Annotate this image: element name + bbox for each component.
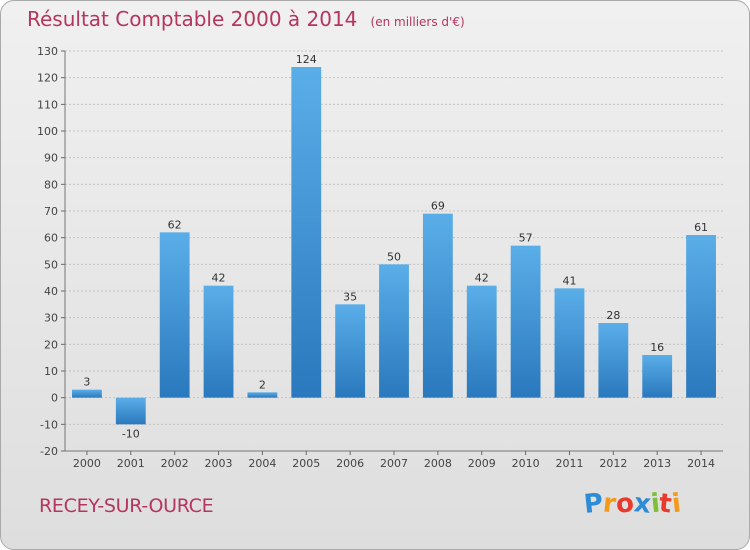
- x-tick-label: 2011: [555, 457, 583, 470]
- bar-2004: [247, 392, 278, 398]
- bar-2005: [291, 67, 322, 398]
- value-label: 57: [519, 232, 533, 245]
- x-tick-label: 2000: [73, 457, 101, 470]
- x-tick-label: 2014: [687, 457, 715, 470]
- y-tick-label: 120: [37, 72, 58, 85]
- y-tick-label: 130: [37, 45, 58, 58]
- bar-2007: [379, 264, 409, 398]
- value-label: 61: [694, 221, 708, 234]
- bar-2010: [510, 245, 541, 398]
- bar-2013: [642, 355, 673, 398]
- x-tick-label: 2013: [643, 457, 671, 470]
- value-label: 35: [343, 290, 357, 303]
- value-label: 16: [650, 341, 664, 354]
- value-label: 69: [431, 200, 445, 213]
- y-tick-label: 50: [44, 258, 58, 271]
- bar-2002: [159, 232, 190, 398]
- x-tick-label: 2003: [205, 457, 233, 470]
- bar-2001: [115, 397, 146, 425]
- value-label: 42: [212, 272, 226, 285]
- chart-title: Résultat Comptable 2000 à 2014: [27, 7, 358, 31]
- x-tick-label: 2008: [424, 457, 452, 470]
- x-tick-label: 2006: [336, 457, 364, 470]
- value-label: 50: [387, 250, 401, 263]
- x-tick-label: 2007: [380, 457, 408, 470]
- y-tick-label: 110: [37, 98, 58, 111]
- city-name: RECEY-SUR-OURCE: [39, 495, 214, 517]
- y-tick-label: 100: [37, 125, 58, 138]
- bar-2012: [598, 323, 629, 398]
- y-tick-label: -20: [40, 445, 58, 458]
- bar-2006: [335, 304, 366, 398]
- bar-2008: [422, 213, 453, 398]
- value-label: 28: [606, 309, 620, 322]
- value-label: 2: [259, 378, 266, 391]
- y-tick-label: 30: [44, 312, 58, 325]
- x-tick-label: 2005: [292, 457, 320, 470]
- value-label: 41: [562, 274, 576, 287]
- title-row: Résultat Comptable 2000 à 2014 (en milli…: [27, 7, 465, 31]
- y-tick-label: 40: [44, 285, 58, 298]
- value-label: 42: [475, 272, 489, 285]
- x-tick-label: 2009: [468, 457, 496, 470]
- x-tick-label: 2001: [117, 457, 145, 470]
- x-tick-label: 2002: [161, 457, 189, 470]
- chart-subtitle: (en milliers d'€): [370, 15, 465, 29]
- y-tick-label: 80: [44, 178, 58, 191]
- bar-2000: [72, 389, 102, 398]
- logo-letter: i: [670, 488, 683, 520]
- bar-2011: [554, 288, 585, 398]
- y-tick-label: 10: [44, 365, 58, 378]
- x-tick-label: 2004: [248, 457, 276, 470]
- y-tick-label: -10: [40, 418, 58, 431]
- bar-2014: [686, 235, 716, 398]
- bar-2003: [203, 285, 234, 398]
- value-label: 124: [296, 53, 317, 66]
- y-tick-label: 0: [51, 392, 58, 405]
- proxiti-logo: Proxiti: [582, 488, 683, 520]
- y-tick-label: 70: [44, 205, 58, 218]
- value-label: -10: [122, 427, 140, 440]
- value-label: 3: [83, 376, 90, 389]
- y-tick-label: 90: [44, 152, 58, 165]
- bar-2009: [466, 285, 497, 398]
- x-tick-label: 2012: [599, 457, 627, 470]
- y-tick-label: 60: [44, 232, 58, 245]
- x-tick-label: 2010: [512, 457, 540, 470]
- y-tick-label: 20: [44, 338, 58, 351]
- value-label: 62: [168, 218, 182, 231]
